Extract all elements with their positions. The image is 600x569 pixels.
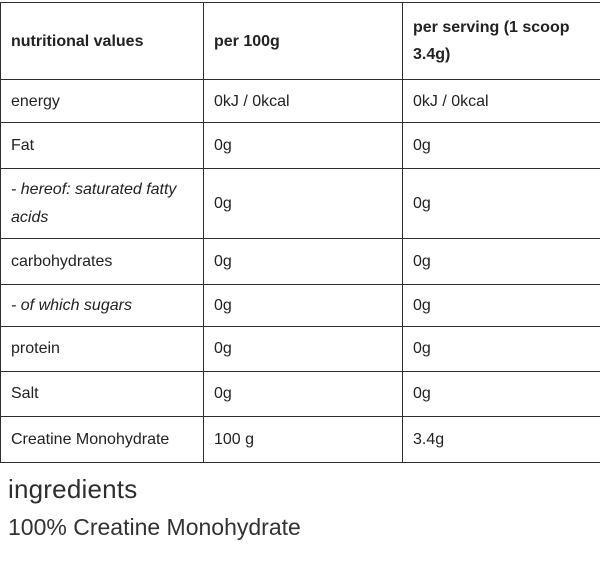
- cell-per-serving: 0g: [402, 122, 600, 170]
- ingredients-text: 100% Creatine Monohydrate: [8, 513, 301, 540]
- cell-label: Salt: [0, 370, 204, 417]
- cell-per-serving: 0kJ / 0kcal: [402, 79, 600, 124]
- cell-per-serving: 0g: [402, 283, 600, 327]
- table-row-energy: energy 0kJ / 0kcal 0kJ / 0kcal: [0, 79, 600, 124]
- table-header-row: nutritional values per 100g per serving …: [0, 1, 600, 81]
- cell-label: protein: [0, 325, 204, 372]
- cell-per-100g: 0kJ / 0kcal: [203, 79, 403, 124]
- cell-label: Creatine Monohydrate: [0, 415, 204, 463]
- cell-label: - of which sugars: [0, 283, 204, 327]
- cell-label: carbohydrates: [0, 237, 204, 285]
- cell-per-100g: 0g: [203, 370, 403, 417]
- header-nutritional-values: nutritional values: [0, 1, 204, 81]
- cell-per-100g: 0g: [203, 237, 403, 285]
- cell-per-100g: 0g: [203, 325, 403, 372]
- table-row-sugars: - of which sugars 0g 0g: [0, 283, 600, 327]
- cell-label: energy: [0, 79, 204, 124]
- table-row-carbohydrates: carbohydrates 0g 0g: [0, 237, 600, 285]
- cell-label: Fat: [0, 122, 204, 170]
- table-row-saturated-fatty-acids: - hereof: saturated fatty acids 0g 0g: [0, 168, 600, 239]
- cell-per-100g: 0g: [203, 122, 403, 170]
- cell-per-serving: 0g: [402, 237, 600, 285]
- cell-per-serving: 3.4g: [402, 415, 600, 463]
- cell-label: - hereof: saturated fatty acids: [0, 168, 204, 239]
- table-row-protein: protein 0g 0g: [0, 325, 600, 372]
- nutritional-values-table: nutritional values per 100g per serving …: [0, 1, 600, 463]
- cell-per-serving: 0g: [402, 168, 600, 239]
- cell-per-100g: 100 g: [203, 415, 403, 463]
- header-per-serving: per serving (1 scoop 3.4g): [402, 1, 600, 81]
- cell-per-100g: 0g: [203, 283, 403, 327]
- ingredients-heading: ingredients: [8, 473, 138, 504]
- cell-per-serving: 0g: [402, 370, 600, 417]
- table-row-salt: Salt 0g 0g: [0, 370, 600, 417]
- ingredients-section: ingredients 100% Creatine Monohydrate: [0, 463, 600, 543]
- cell-per-100g: 0g: [203, 168, 403, 239]
- table-row-fat: Fat 0g 0g: [0, 122, 600, 170]
- table-row-creatine-monohydrate: Creatine Monohydrate 100 g 3.4g: [0, 415, 600, 463]
- cell-per-serving: 0g: [402, 325, 600, 372]
- header-per-100g: per 100g: [203, 1, 403, 81]
